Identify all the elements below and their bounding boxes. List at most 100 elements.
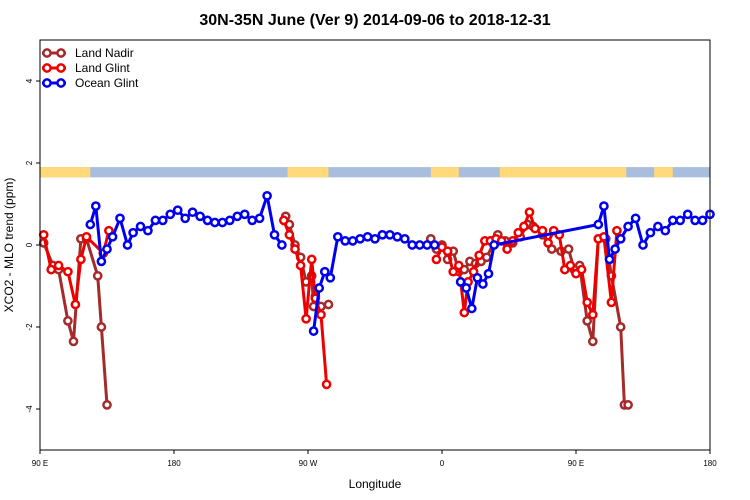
data-point (187, 207, 198, 218)
data-point (239, 209, 250, 220)
land-band-segment (287, 167, 329, 178)
data-point (587, 336, 598, 347)
data-point (682, 209, 693, 220)
data-point (472, 272, 483, 283)
data-point (102, 400, 112, 410)
data-point (623, 400, 633, 410)
data-point (96, 322, 107, 332)
data-point (340, 236, 351, 246)
data-point (308, 326, 319, 336)
data-point (107, 231, 118, 242)
data-point (165, 209, 176, 220)
data-point (519, 221, 529, 232)
series-line (312, 233, 435, 332)
data-point (448, 266, 459, 277)
data-point (172, 205, 183, 216)
x-tick-label: 0 (440, 459, 445, 468)
data-point (442, 246, 453, 257)
data-point (599, 201, 609, 211)
land-band-segment (499, 167, 627, 178)
data-point (53, 260, 64, 271)
data-point (407, 240, 418, 250)
y-axis-label: XCO2 - MLO trend (ppm) (2, 178, 16, 313)
legend-item: Land Glint (42, 61, 130, 75)
data-point (606, 297, 617, 308)
data-point (90, 201, 101, 211)
data-point (638, 240, 648, 250)
x-tick-label: 90 E (568, 459, 584, 468)
ocean-band (40, 167, 710, 178)
data-point (377, 229, 388, 240)
data-point (370, 233, 380, 244)
legend-marker (56, 48, 66, 58)
data-point (332, 231, 343, 242)
legend-label: Land Glint (75, 61, 130, 75)
plot-frame (39, 39, 711, 451)
data-point (466, 303, 477, 314)
data-point (232, 211, 243, 222)
data-point (576, 264, 587, 275)
data-point (455, 277, 466, 287)
data-point (623, 221, 633, 232)
data-point (295, 260, 306, 271)
data-point (362, 231, 373, 242)
data-point (76, 254, 86, 265)
data-point (102, 244, 112, 254)
data-point (63, 266, 73, 277)
data-point (284, 229, 295, 240)
data-point (202, 215, 213, 226)
x-tick-label: 180 (167, 459, 181, 468)
data-point (92, 270, 103, 281)
legend-item: Ocean Glint (42, 76, 139, 90)
data-point (385, 229, 395, 240)
chart-title: 30N-35N June (Ver 9) 2014-09-06 to 2018-… (199, 12, 550, 29)
legend-item: Land Nadir (42, 46, 134, 60)
series-ocean-glint (85, 190, 715, 336)
data-point (667, 215, 678, 226)
data-point (262, 190, 272, 201)
data-point (224, 215, 235, 226)
data-point (459, 307, 470, 318)
data-point (489, 240, 499, 250)
data-point (254, 213, 265, 224)
data-point (612, 225, 622, 236)
data-point (524, 207, 535, 218)
data-point (453, 260, 464, 271)
data-point (604, 254, 615, 265)
data-point (325, 272, 336, 283)
legend-label: Land Nadir (75, 46, 134, 60)
data-point (431, 254, 442, 265)
data-point (217, 217, 228, 228)
data-point (392, 231, 403, 242)
data-point (157, 215, 168, 226)
data-point (481, 252, 492, 263)
data-point (301, 313, 311, 324)
x-tick-label: 180 (703, 459, 717, 468)
data-point (46, 264, 57, 275)
data-point (660, 225, 671, 236)
x-axis: 90 E 180 90 W 0 90 E 180 (32, 450, 717, 468)
data-point (422, 240, 432, 250)
y-tick-label: -2 (25, 323, 34, 331)
data-point (306, 254, 317, 265)
data-point (610, 244, 620, 254)
data-point (414, 240, 425, 250)
data-point (582, 297, 593, 308)
data-point (587, 309, 598, 320)
data-point (630, 213, 641, 224)
data-point (690, 215, 700, 226)
data-point (210, 217, 220, 228)
y-tick-label: -4 (25, 405, 34, 413)
data-point (143, 225, 153, 236)
x-tick-label: 90 E (32, 459, 48, 468)
x-tick-label: 90 W (299, 459, 318, 468)
data-point (269, 229, 280, 240)
data-point (278, 215, 289, 226)
series-land-glint (38, 207, 622, 390)
data-point (653, 221, 663, 232)
data-point (582, 316, 593, 326)
data-point (565, 260, 576, 271)
y-tick-label: 0 (25, 242, 34, 247)
